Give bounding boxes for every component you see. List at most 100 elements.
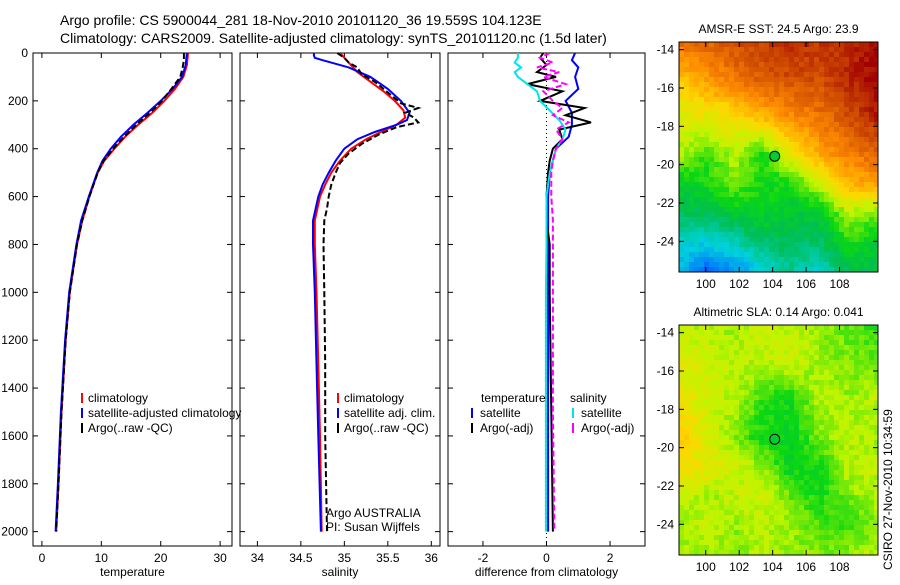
heatmap-cell <box>859 167 864 172</box>
heatmap-cell <box>844 540 849 545</box>
heatmap-cell <box>689 445 694 450</box>
heatmap-cell <box>739 465 744 470</box>
heatmap-cell <box>684 530 689 535</box>
heatmap-cell <box>804 390 809 395</box>
heatmap-cell <box>864 227 869 232</box>
heatmap-cell <box>729 480 734 485</box>
heatmap-cell <box>824 455 829 460</box>
heatmap-cell <box>809 515 814 520</box>
heatmap-cell <box>739 400 744 405</box>
heatmap-cell <box>679 42 684 47</box>
heatmap-cell <box>809 262 814 267</box>
heatmap-cell <box>844 365 849 370</box>
heatmap-cell <box>829 385 834 390</box>
heatmap-cell <box>729 157 734 162</box>
heatmap-cell <box>729 117 734 122</box>
heatmap-cell <box>804 470 809 475</box>
heatmap-cell <box>844 212 849 217</box>
heatmap-cell <box>779 162 784 167</box>
heatmap-cell <box>844 525 849 530</box>
heatmap-cell <box>874 62 878 67</box>
heatmap-cell <box>839 147 844 152</box>
heatmap-cell <box>739 222 744 227</box>
heatmap-cell <box>749 252 754 257</box>
heatmap-cell <box>734 252 739 257</box>
heatmap-cell <box>784 370 789 375</box>
heatmap-cell <box>709 530 714 535</box>
heatmap-cell <box>834 127 839 132</box>
heatmap-cell <box>804 435 809 440</box>
heatmap-cell <box>739 52 744 57</box>
heatmap-cell <box>764 67 769 72</box>
heatmap-cell <box>704 405 709 410</box>
heatmap-cell <box>769 415 774 420</box>
heatmap-cell <box>854 212 859 217</box>
heatmap-cell <box>769 365 774 370</box>
heatmap-cell <box>809 385 814 390</box>
heatmap-cell <box>734 257 739 262</box>
heatmap-cell <box>679 177 684 182</box>
heatmap-cell <box>684 237 689 242</box>
heatmap-cell <box>834 365 839 370</box>
heatmap-cell <box>709 112 714 117</box>
heatmap-cell <box>729 57 734 62</box>
heatmap-cell <box>744 390 749 395</box>
heatmap-cell <box>684 360 689 365</box>
heatmap-cell <box>739 545 744 550</box>
heatmap-cell <box>699 460 704 465</box>
heatmap-cell <box>849 232 854 237</box>
heatmap-cell <box>849 67 854 72</box>
heatmap-cell <box>729 177 734 182</box>
heatmap-cell <box>689 147 694 152</box>
heatmap-cell <box>824 142 829 147</box>
heatmap-cell <box>809 365 814 370</box>
heatmap-cell <box>769 480 774 485</box>
heatmap-cell <box>694 47 699 52</box>
heatmap-cell <box>804 455 809 460</box>
heatmap-cell <box>759 47 764 52</box>
heatmap-cell <box>694 72 699 77</box>
heatmap-cell <box>794 540 799 545</box>
heatmap-cell <box>819 445 824 450</box>
heatmap-cell <box>784 425 789 430</box>
heatmap-cell <box>779 475 784 480</box>
heatmap-cell <box>839 142 844 147</box>
heatmap-cell <box>764 385 769 390</box>
heatmap-cell <box>804 480 809 485</box>
heatmap-cell <box>744 370 749 375</box>
heatmap-cell <box>799 102 804 107</box>
heatmap-cell <box>749 395 754 400</box>
heatmap-cell <box>784 535 789 540</box>
heatmap-cell <box>699 222 704 227</box>
heatmap-cell <box>829 335 834 340</box>
heatmap-cell <box>699 142 704 147</box>
heatmap-cell <box>684 475 689 480</box>
heatmap-cell <box>759 187 764 192</box>
heatmap-cell <box>699 330 704 335</box>
heatmap-cell <box>839 107 844 112</box>
heatmap-cell <box>779 545 784 550</box>
heatmap-cell <box>784 420 789 425</box>
heatmap-cell <box>799 325 804 330</box>
heatmap-cell <box>864 435 869 440</box>
heatmap-cell <box>704 202 709 207</box>
heatmap-cell <box>804 132 809 137</box>
heatmap-cell <box>829 92 834 97</box>
heatmap-cell <box>699 455 704 460</box>
heatmap-cell <box>724 82 729 87</box>
heatmap-cell <box>859 350 864 355</box>
heatmap-cell <box>739 520 744 525</box>
heatmap-cell <box>764 47 769 52</box>
heatmap-cell <box>704 207 709 212</box>
heatmap-cell <box>794 217 799 222</box>
heatmap-cell <box>794 505 799 510</box>
heatmap-cell <box>854 380 859 385</box>
heatmap-cell <box>874 510 878 515</box>
heatmap-cell <box>834 360 839 365</box>
heatmap-cell <box>734 435 739 440</box>
heatmap-cell <box>834 380 839 385</box>
heatmap-cell <box>719 435 724 440</box>
heatmap-cell <box>774 62 779 67</box>
heatmap-cell <box>699 67 704 72</box>
